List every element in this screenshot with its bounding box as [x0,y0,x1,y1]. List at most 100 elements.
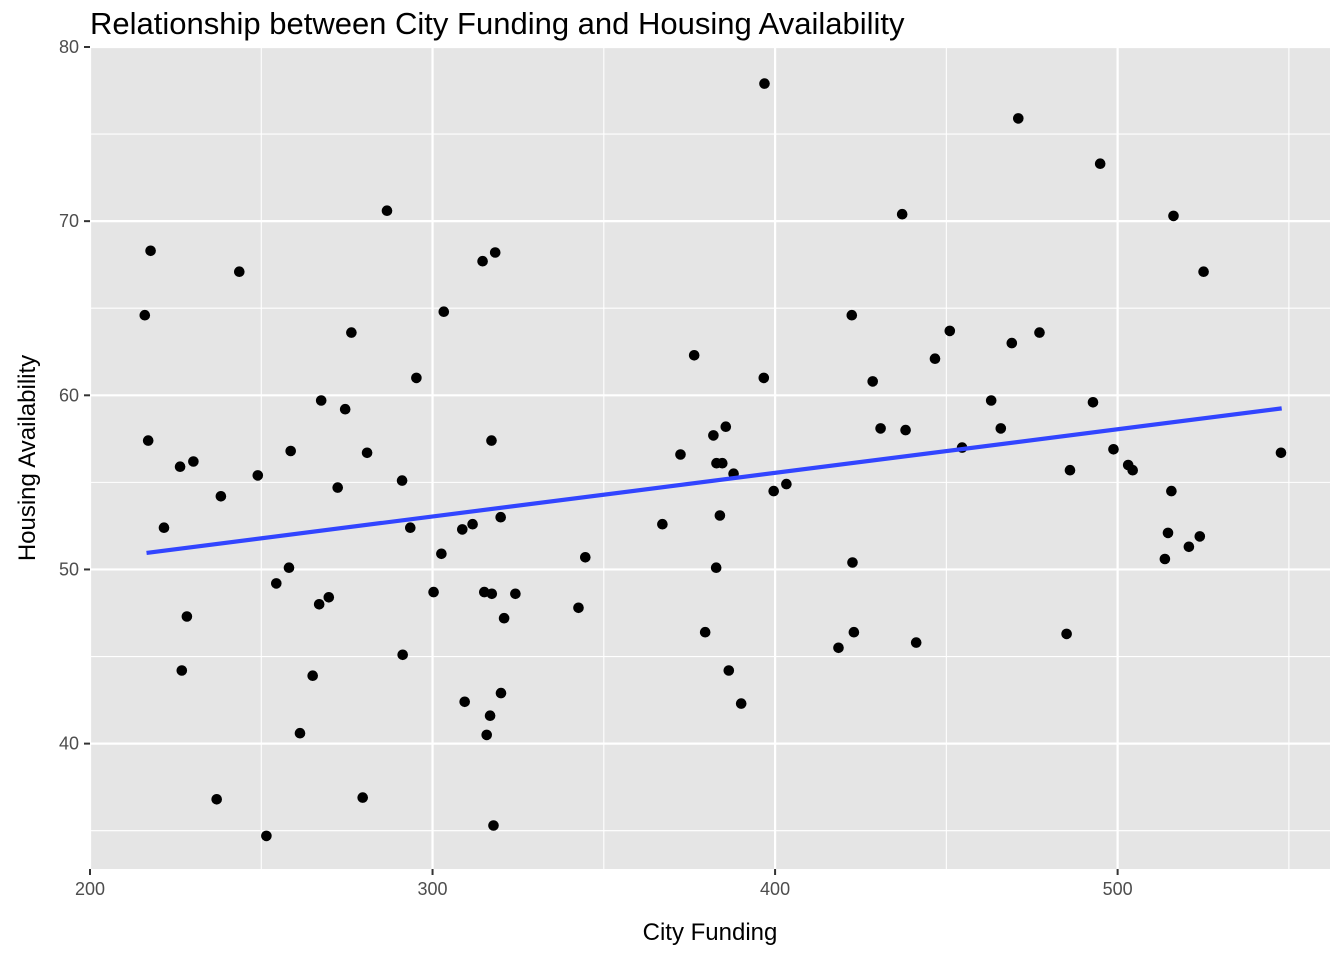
data-point [1087,397,1099,408]
data-point [848,626,860,638]
axes: 200 300 400 500 40 50 60 70 80 [59,37,1133,899]
data-point [283,562,295,573]
data-point [481,729,493,741]
data-point [944,325,956,337]
data-point [436,548,447,560]
data-point [495,687,507,699]
data-point [1194,531,1206,542]
data-point [1034,327,1045,338]
x-tick-label: 400 [760,879,790,899]
data-point [985,395,997,406]
data-point [139,309,151,321]
data-point [1198,266,1209,278]
data-point [215,491,227,502]
data-point [332,482,344,493]
data-point [1094,158,1106,169]
data-point [261,830,272,842]
data-point [174,461,186,473]
data-point [211,794,222,805]
data-point [285,445,297,457]
data-point [438,306,450,318]
data-point [720,421,732,433]
data-point [361,447,373,459]
trend-line [146,406,1282,555]
data-point [846,309,858,321]
data-point [405,522,416,533]
data-point [1013,113,1024,124]
x-axis-title: City Funding [643,919,778,946]
data-point [307,670,319,681]
data-point [1168,210,1179,222]
trend-line-group [146,406,1282,555]
data-point [357,792,369,803]
minor-gridlines [90,47,1330,869]
x-tick-label: 200 [75,879,105,899]
data-point [234,266,245,278]
data-points [139,78,1287,842]
data-point [411,372,422,384]
data-point [158,522,170,533]
data-point [1061,628,1072,640]
data-point [252,470,264,481]
chart-title: Relationship between City Funding and Ho… [90,6,905,41]
data-point [758,372,770,384]
data-point [142,435,154,446]
data-point [714,510,726,521]
data-point [271,578,282,589]
data-point [489,247,501,258]
y-tick-label: 60 [59,385,79,405]
data-point [181,611,193,622]
y-axis-title: Housing Availability [14,355,41,561]
data-point [346,327,357,338]
data-point [1064,464,1076,476]
data-point [717,457,728,469]
data-point [484,710,496,721]
data-point [294,727,306,739]
data-point [1127,464,1138,476]
data-point [459,696,471,708]
data-point [488,820,499,831]
data-point [339,403,351,415]
data-point [867,376,878,387]
data-point [495,511,507,523]
major-gridlines [88,45,1330,869]
data-point [1183,541,1195,553]
data-point [1006,337,1018,349]
data-point [675,449,686,460]
data-point [768,485,779,497]
data-point [833,642,844,654]
data-point [145,245,156,257]
data-point [699,626,711,638]
data-point [1275,447,1287,459]
data-point [486,588,498,600]
y-tick-label: 80 [59,37,79,57]
data-point [781,478,792,490]
data-point [759,78,770,89]
data-point [710,562,722,573]
data-point [315,395,327,406]
data-point [573,602,584,614]
y-tick-label: 50 [59,559,79,579]
data-point [188,456,199,467]
data-point [498,612,510,624]
data-point [1108,444,1119,455]
data-point [396,475,408,486]
data-point [708,430,719,441]
data-point [896,208,908,220]
data-point [313,599,325,610]
data-point [510,588,521,600]
data-point [176,665,188,676]
y-tick-label: 40 [59,734,79,754]
data-point [381,205,393,216]
data-point [580,552,591,563]
data-point [457,524,468,535]
data-point [397,649,409,661]
data-point [323,592,335,603]
data-point [910,637,922,648]
data-point [1159,553,1171,565]
data-point [995,423,1007,434]
x-tick-label: 500 [1103,879,1133,899]
data-point [1162,527,1174,539]
data-point [688,350,700,361]
